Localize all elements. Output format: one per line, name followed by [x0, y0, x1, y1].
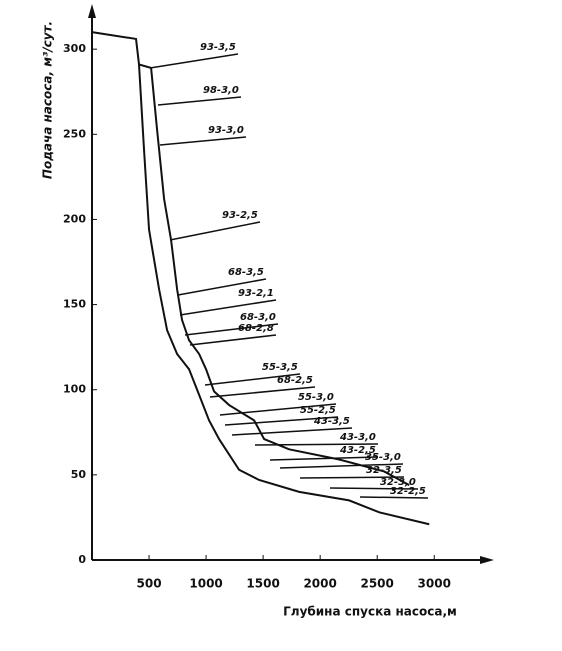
x-tick-label: 500 [137, 577, 162, 591]
leader-line [169, 221, 261, 241]
y-tick-label: 250 [63, 127, 86, 140]
y-tick-label: 150 [63, 298, 86, 311]
x-tick-label: 3000 [418, 577, 451, 591]
annotation: 93-3,0 [208, 125, 244, 136]
annotation: 43-3,5 [313, 416, 350, 427]
leader-line [269, 456, 379, 461]
leader-line [231, 427, 353, 436]
annotation: 32-2,5 [390, 486, 426, 497]
leader-line [279, 463, 404, 469]
annotation: 32-3,0 [380, 477, 416, 488]
curve [138, 64, 430, 526]
annotation: 43-2,5 [339, 445, 376, 456]
annotation: 93-2,5 [222, 210, 258, 221]
annotation: 55-3,5 [262, 362, 298, 373]
y-axis-arrow [88, 4, 96, 18]
curve [91, 31, 410, 486]
leader-line [254, 443, 379, 446]
x-tick-label: 2000 [303, 577, 336, 591]
annotation: 68-3,0 [240, 312, 276, 323]
x-tick-label: 2500 [360, 577, 393, 591]
leader-line [149, 53, 239, 69]
leader-line [224, 416, 339, 426]
x-axis-label: Глубина спуска насоса,м [283, 605, 457, 619]
y-tick-label: 200 [63, 212, 86, 225]
annotation: 55-3,0 [298, 392, 334, 403]
annotation: 43-3,0 [339, 432, 376, 443]
x-tick-label: 1500 [246, 577, 279, 591]
leader-line [299, 476, 405, 479]
leader-line [359, 496, 429, 499]
annotation: 93-2,1 [238, 288, 274, 299]
leader-line [204, 373, 301, 386]
annotation: 68-2,5 [277, 375, 313, 386]
x-tick-label: 1000 [189, 577, 222, 591]
leader-line [177, 278, 267, 296]
leader-line [179, 299, 277, 316]
leader-line [219, 403, 337, 416]
annotation: 68-2,8 [238, 323, 274, 334]
annotation: 68-3,5 [228, 267, 264, 278]
leader-line [209, 386, 316, 398]
leader-line [329, 487, 419, 490]
annotation: 35-3,0 [365, 452, 401, 463]
annotation: 98-3,0 [203, 85, 239, 96]
annotation: 32-3,5 [366, 465, 402, 476]
y-axis-label: Подача насоса, м³/сут. [41, 21, 55, 179]
y-tick-label: 50 [71, 468, 87, 481]
x-axis-arrow [480, 556, 494, 564]
y-tick-label: 0 [78, 553, 86, 566]
leader-line [157, 96, 242, 106]
leader-line [184, 323, 279, 336]
leader-line [189, 334, 277, 346]
y-tick-label: 300 [63, 42, 86, 55]
annotation: 55-2,5 [300, 405, 336, 416]
annotation: 93-3,5 [200, 42, 236, 53]
leader-line [159, 136, 247, 146]
y-tick-label: 100 [63, 383, 86, 396]
